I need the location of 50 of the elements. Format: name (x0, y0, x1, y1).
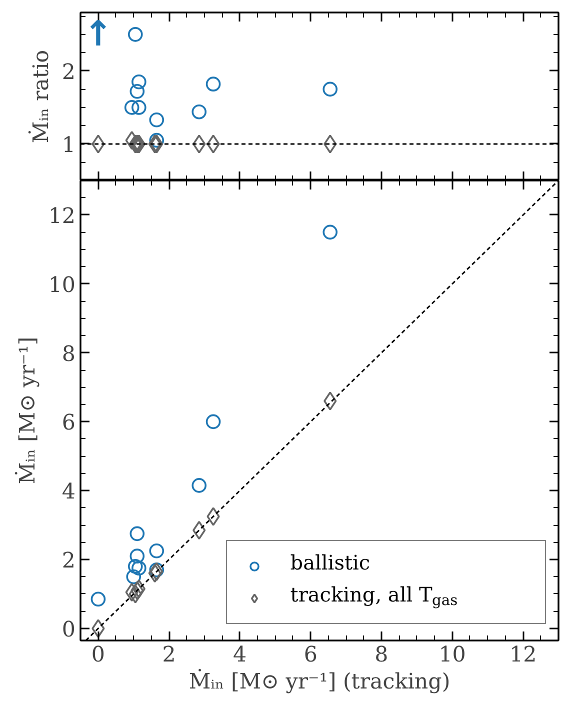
y-tick-label: 12 (48, 204, 76, 229)
y-axis-title: Ṁᵢₙ ratio (28, 50, 54, 144)
x-tick-label: 6 (304, 642, 318, 668)
point (124, 100, 140, 115)
point (192, 104, 207, 120)
point (206, 134, 220, 154)
point (132, 100, 146, 115)
y-tick-label: 0 (62, 617, 76, 642)
point (192, 134, 206, 154)
point (149, 112, 164, 128)
point (90, 592, 106, 607)
point (128, 584, 142, 604)
point (132, 560, 146, 576)
y-tick-label: 10 (48, 272, 76, 298)
y-tick-label: 4 (62, 480, 76, 505)
point (92, 619, 105, 638)
point (324, 134, 337, 154)
y-tick-label: 2 (62, 60, 76, 85)
point (130, 548, 145, 564)
x-tick-label: 12 (510, 642, 537, 668)
point (130, 84, 145, 99)
point (130, 526, 145, 542)
x-tick-label: 10 (438, 642, 466, 668)
point (128, 27, 143, 42)
y-tick-label: 8 (62, 342, 76, 367)
annotation: ↑ (84, 14, 113, 54)
x-tick-label: 8 (374, 642, 388, 668)
point (92, 134, 105, 154)
point (149, 562, 164, 578)
x-axis-title: Ṁᵢₙ [M⊙ yr⁻¹] (tracking) (188, 668, 450, 694)
point (149, 544, 164, 558)
point (132, 74, 146, 90)
x-tick-label: 2 (162, 642, 176, 668)
point (126, 569, 142, 584)
point (322, 224, 338, 240)
point (206, 507, 220, 526)
y-tick-label: 6 (62, 410, 76, 436)
point (128, 559, 143, 574)
legend-label: ballistic (290, 550, 370, 574)
x-tick-label: 0 (91, 642, 105, 668)
point (149, 132, 164, 148)
point (322, 82, 338, 97)
point (206, 414, 221, 430)
point (324, 392, 337, 410)
point (192, 478, 207, 493)
y-tick-label: 2 (62, 548, 76, 574)
y-axis-title: Ṁᵢₙ [M⊙ yr⁻¹] (14, 336, 40, 484)
point (206, 76, 221, 92)
y-tick-label: 1 (62, 132, 76, 158)
x-tick-label: 4 (233, 642, 247, 668)
